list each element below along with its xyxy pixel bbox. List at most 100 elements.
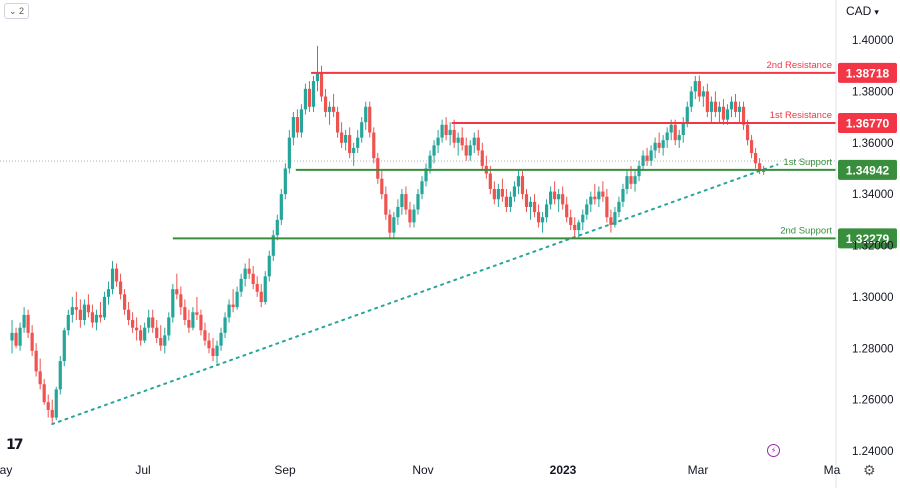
candle-body [372, 132, 376, 159]
candle [227, 299, 231, 323]
candle [122, 289, 127, 315]
candle [335, 106, 340, 138]
candle [392, 212, 396, 238]
lightning-icon[interactable]: ⚡ [767, 444, 780, 457]
candle-body [677, 135, 681, 141]
candle-body [693, 81, 697, 92]
candle [323, 88, 328, 118]
candle-body [428, 155, 432, 169]
level-price-label: 1.36770 [846, 116, 890, 130]
candle-body [231, 304, 235, 308]
candle-body [496, 188, 500, 200]
candle-body [613, 212, 617, 225]
currency-selector[interactable]: CAD ▾ [846, 4, 879, 18]
candle [601, 181, 605, 202]
candle-body [360, 122, 364, 138]
candle [231, 289, 235, 313]
candle-body [147, 317, 151, 328]
candle [18, 322, 22, 351]
candle-body [524, 194, 529, 207]
candle [440, 119, 444, 143]
candle [114, 263, 119, 287]
candle [484, 155, 488, 179]
candle-body [669, 124, 673, 133]
candle-body [70, 307, 74, 315]
candle [553, 181, 557, 205]
candle [239, 273, 243, 297]
candle [749, 135, 754, 159]
candle-body [460, 137, 464, 146]
candle [661, 135, 665, 156]
candle-body [713, 101, 718, 112]
candle-body [114, 268, 119, 282]
candle [508, 191, 513, 213]
candle [444, 117, 448, 141]
candle-body [131, 319, 135, 328]
candle [58, 355, 62, 395]
candle [163, 327, 167, 354]
candle [621, 183, 625, 207]
candle [741, 101, 746, 130]
candle-body [536, 212, 541, 223]
candle-body [637, 165, 641, 177]
gear-icon[interactable]: ⚙ [863, 463, 876, 479]
candle-body [122, 294, 127, 310]
candle [617, 196, 621, 218]
candle [348, 127, 352, 159]
candle-body [235, 291, 239, 308]
x-tick-label: 2023 [550, 463, 577, 477]
candle-body [223, 317, 227, 333]
candle [557, 188, 561, 213]
candle-body [456, 137, 460, 143]
candle-body [697, 81, 701, 97]
candle [448, 122, 452, 146]
candle [460, 127, 464, 151]
candle [573, 217, 577, 238]
candle [549, 186, 553, 210]
candle-body [653, 142, 657, 151]
candle-body [199, 314, 203, 331]
candle [597, 186, 601, 207]
candle [235, 286, 239, 310]
candle [62, 327, 66, 367]
candle [199, 309, 203, 336]
candle-body [641, 155, 645, 166]
level-2nd-resistance: 2nd Resistance 1.38718 [311, 60, 897, 83]
y-tick-label: 1.36000 [852, 138, 894, 150]
candle-body [573, 224, 577, 231]
candle-body [110, 268, 115, 290]
candle [657, 132, 661, 154]
candle [705, 83, 709, 118]
candle-body [589, 196, 593, 205]
level-price-label: 1.38718 [846, 66, 890, 80]
candle [536, 204, 541, 228]
y-tick-label: 1.38000 [852, 86, 894, 98]
collapse-button[interactable]: ⌄ 2 [4, 3, 30, 19]
candle-body [440, 124, 444, 138]
candle-body [758, 163, 762, 172]
candle [532, 194, 537, 218]
candle-body [344, 135, 348, 143]
level-price-label: 1.34942 [846, 163, 890, 177]
candle-body [621, 188, 625, 202]
trendline [51, 163, 779, 426]
candle-body [400, 194, 404, 207]
candle [263, 271, 267, 305]
candle [701, 86, 705, 107]
candle [126, 302, 131, 326]
x-tick-label: Ma [824, 463, 841, 477]
candle-body [597, 191, 601, 200]
candle-body [155, 327, 159, 338]
candle [540, 212, 545, 233]
candle [38, 358, 42, 390]
candle-body [625, 176, 629, 189]
candle [295, 109, 300, 138]
candle [480, 142, 484, 172]
tradingview-logo[interactable]: 𝟭𝟳 [6, 437, 24, 453]
candle-body [356, 137, 360, 148]
candle [653, 137, 657, 159]
candle [456, 132, 460, 156]
candle-body [745, 124, 750, 141]
candle [307, 81, 312, 112]
